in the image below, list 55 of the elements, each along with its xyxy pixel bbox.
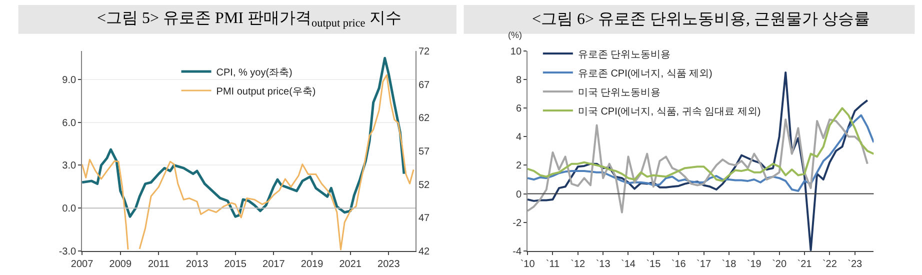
y-tick-label: 0 (516, 189, 522, 200)
x-tick-label: `17 (696, 258, 712, 270)
x-tick-label: 2013 (186, 258, 209, 270)
y2-tick-label: 42 (418, 246, 430, 258)
legend-label: CPI, % yoy(좌축) (216, 67, 292, 78)
y-tick-label: -2 (512, 218, 522, 229)
y2-tick-label: 62 (418, 113, 430, 124)
x-tick-label: `15 (646, 258, 662, 270)
x-tick-label: `22 (822, 258, 838, 270)
y2-tick-label: 67 (418, 80, 430, 91)
x-tick-label: `10 (520, 258, 536, 270)
y-tick-label: 6.0 (62, 118, 76, 129)
y-tick-label: 10 (510, 46, 522, 58)
x-tick-label: 2015 (224, 258, 247, 270)
y-tick-label: 0.0 (62, 204, 76, 215)
y-tick-label: 3.0 (62, 160, 76, 172)
x-tick-label: 2011 (148, 258, 170, 270)
y-tick-label: 8 (516, 75, 522, 86)
x-tick-label: 2023 (378, 258, 400, 270)
y2-tick-label: 47 (418, 213, 430, 224)
x-tick-label: `18 (722, 258, 737, 270)
y-tick-label: 6 (516, 104, 522, 115)
x-tick-label: 2021 (339, 258, 362, 270)
y2-tick-label: 72 (418, 46, 430, 58)
x-tick-label: 2007 (70, 258, 94, 270)
legend-label: 유로존 CPI(에너지, 식품 제외) (578, 68, 712, 80)
y-tick-label: 2 (516, 160, 522, 172)
y-tick-label: -4 (512, 246, 522, 258)
x-tick-label: `23 (848, 258, 862, 270)
legend-label: 유로존 단위노동비용 (578, 49, 671, 60)
x-tick-label: `13 (596, 258, 611, 270)
x-tick-label: 2009 (109, 258, 132, 270)
legend-label: 미국 단위노동비용 (578, 87, 661, 98)
chart-title: <그림 6> 유로존 단위노동비용, 근원물가 상승률 (532, 11, 870, 28)
y-axis-title: (%) (508, 30, 522, 40)
x-tick-label: `19 (746, 258, 762, 270)
x-tick-label: `20 (772, 258, 787, 270)
x-tick-label: 2017 (262, 258, 286, 270)
y-tick-label: 4 (516, 132, 522, 144)
y2-tick-label: 52 (418, 180, 430, 191)
x-tick-label: `11 (546, 258, 560, 270)
line-series (528, 107, 874, 182)
x-tick-label: `16 (671, 258, 686, 270)
line-series (528, 71, 868, 251)
legend-label: PMI output price(우축) (216, 86, 316, 98)
legend-label: 미국 CPI(에너지, 식품, 귀속 임대료 제외) (578, 106, 761, 118)
x-tick-label: `21 (797, 258, 812, 270)
y-tick-label: 9.0 (62, 75, 76, 86)
y-tick-label: -3.0 (58, 246, 76, 258)
line-series (528, 118, 868, 214)
x-tick-label: 2019 (300, 258, 324, 270)
x-tick-label: `14 (621, 258, 636, 270)
x-tick-label: `12 (570, 258, 586, 270)
y2-tick-label: 57 (418, 146, 430, 158)
chart-title: <그림 5> 유로존 PMI 판매가격$_{output price}$ 지수 (97, 10, 402, 30)
